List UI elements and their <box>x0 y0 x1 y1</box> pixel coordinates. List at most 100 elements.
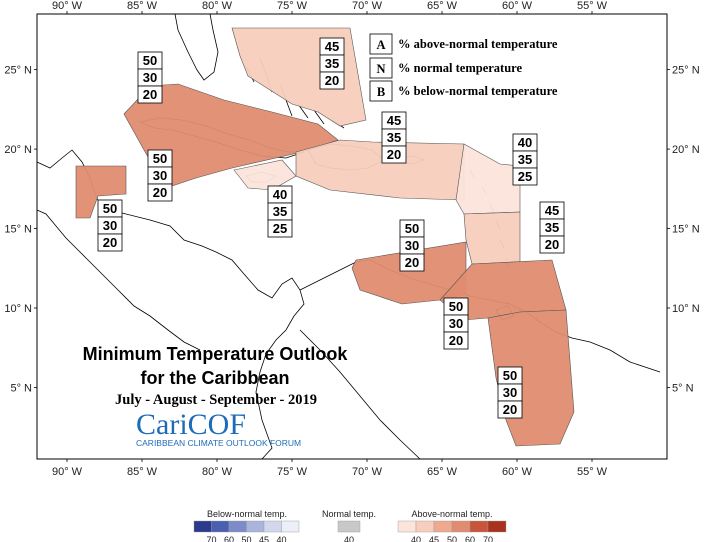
lon-tick-label-bottom: 80° W <box>202 466 233 478</box>
coast-florida <box>174 13 219 81</box>
lat-tick-label-left: 15° N <box>4 224 32 236</box>
colorbar-segment <box>337 520 361 533</box>
colorbar-below: Below-normal temp. 70 60 50 45 40 <box>193 509 300 542</box>
prob-value: 20 <box>545 237 559 252</box>
colorbar-tick: 45 <box>259 535 269 542</box>
prob-value: 35 <box>387 130 401 145</box>
region-jamaica <box>233 159 297 191</box>
prob-cell <box>147 183 173 202</box>
legend-text-b: % below-normal temperature <box>398 84 558 98</box>
colorbar-above: Above-normal temp. 40 45 50 60 70 <box>397 509 507 542</box>
prob-cell <box>319 71 345 90</box>
legend-key-b: B <box>377 85 385 99</box>
coast-yucatan-west <box>36 209 201 351</box>
prob-label-windward: 45 35 20 <box>539 201 565 254</box>
lat-tick-label-right: 25° N <box>672 65 700 77</box>
map-period: July - August - September - 2019 <box>115 392 317 408</box>
colorbar-segment <box>228 520 247 533</box>
colorbar-tick: 40 <box>276 535 286 542</box>
colorbar-tick: 50 <box>241 535 251 542</box>
prob-value: 30 <box>503 385 517 400</box>
prob-label-bahamas: 45 35 20 <box>319 37 345 90</box>
lat-tick-label-right: 5° N <box>672 382 694 394</box>
prob-label-hispaniola: 45 35 20 <box>381 111 407 164</box>
prob-value: 35 <box>545 220 559 235</box>
prob-value: 50 <box>103 201 117 216</box>
prob-label-abc: 50 30 20 <box>399 219 425 272</box>
coast-south-america-inland <box>299 329 421 460</box>
lat-tick-label-left: 5° N <box>10 382 32 394</box>
colorbar-segment <box>211 520 230 533</box>
legend-text-a: % above-normal temperature <box>398 37 558 51</box>
prob-value: 30 <box>153 168 167 183</box>
lon-tick-label-top: 55° W <box>577 0 608 12</box>
prob-cell <box>512 167 538 186</box>
caricof-wordmark: CariCOF <box>136 408 246 441</box>
lat-tick-label-right: 10° N <box>672 303 700 315</box>
lon-tick-label-top: 90° W <box>52 0 83 12</box>
colorbar-tick: 40 <box>344 535 354 542</box>
prob-value: 30 <box>143 70 157 85</box>
colorbar-tick: 45 <box>429 535 439 542</box>
lat-tick-label-left: 25° N <box>4 65 32 77</box>
prob-value: 20 <box>153 185 167 200</box>
colorbar-tick: 70 <box>206 535 216 542</box>
legend-key-box-b <box>369 80 393 102</box>
prob-value: 20 <box>103 235 117 250</box>
prob-value: 20 <box>143 87 157 102</box>
colorbar-segment <box>487 520 507 533</box>
region-abc <box>351 241 467 305</box>
prob-value: 35 <box>273 204 287 219</box>
longitude-ticks-top: 90° W 85° W 80° W 75° W 70° W 65° W 60° W 55° W <box>52 0 608 14</box>
lon-tick-label-top: 60° W <box>502 0 533 12</box>
prob-value: 50 <box>503 368 517 383</box>
prob-value: 25 <box>273 221 287 236</box>
prob-value: 20 <box>503 402 517 417</box>
lon-tick-label-bottom: 60° W <box>502 466 533 478</box>
colorbar-normal: Normal temp. 40 <box>322 509 376 542</box>
prob-value: 50 <box>449 299 463 314</box>
region-belize <box>75 165 127 219</box>
map-title-line1: Minimum Temperature Outlook <box>83 344 349 364</box>
colorbar-segment <box>246 520 265 533</box>
colorbar-tick: 60 <box>465 535 475 542</box>
prob-value: 40 <box>518 135 532 150</box>
prob-value: 50 <box>405 221 419 236</box>
prob-cell <box>399 253 425 272</box>
prob-value: 20 <box>387 147 401 162</box>
legend-key-box-a <box>369 33 393 55</box>
lon-tick-label-bottom: 85° W <box>127 466 158 478</box>
latitude-ticks-left: 25° N 20° N 15° N 10° N 5° N <box>4 65 37 394</box>
colorbar-segment <box>281 520 300 533</box>
lon-tick-label-top: 80° W <box>202 0 233 12</box>
prob-value: 20 <box>325 73 339 88</box>
prob-cell <box>97 233 123 252</box>
lat-tick-label-left: 20° N <box>4 144 32 156</box>
prob-cell <box>443 331 469 350</box>
lat-tick-label-right: 15° N <box>672 224 700 236</box>
legend-key-box-n <box>369 57 393 79</box>
colorbar-segment <box>415 520 435 533</box>
caricof-logo: CariCOF CARIBBEAN CLIMATE OUTLOOK FORUM <box>136 408 301 448</box>
latitude-ticks-right: 25° N 20° N 15° N 10° N 5° N <box>667 65 700 394</box>
map-title-line2: for the Caribbean <box>140 368 289 388</box>
longitude-ticks-bottom: 90° W 85° W 80° W 75° W 70° W 65° W 60° W 55° W <box>52 459 608 478</box>
colorbar-tick: 50 <box>447 535 457 542</box>
legend-key-n: N <box>376 62 385 76</box>
prob-value: 45 <box>325 39 339 54</box>
probability-labels: 45 35 20 50 30 20 50 30 20 40 35 25 45 35 20 40 35 25 45 35… <box>97 37 565 419</box>
prob-value: 30 <box>103 218 117 233</box>
prob-cell <box>539 235 565 254</box>
lon-tick-label-top: 70° W <box>352 0 383 12</box>
prob-value: 20 <box>449 333 463 348</box>
colorbar-tick: 60 <box>224 535 234 542</box>
prob-value: 50 <box>143 53 157 68</box>
lon-tick-label-top: 85° W <box>127 0 158 12</box>
prob-value: 50 <box>153 151 167 166</box>
lon-tick-label-top: 65° W <box>427 0 458 12</box>
prob-label-guianas: 50 30 20 <box>497 366 523 419</box>
prob-value: 45 <box>545 203 559 218</box>
colorbar-segment <box>451 520 471 533</box>
legend-key-a: A <box>376 38 385 52</box>
